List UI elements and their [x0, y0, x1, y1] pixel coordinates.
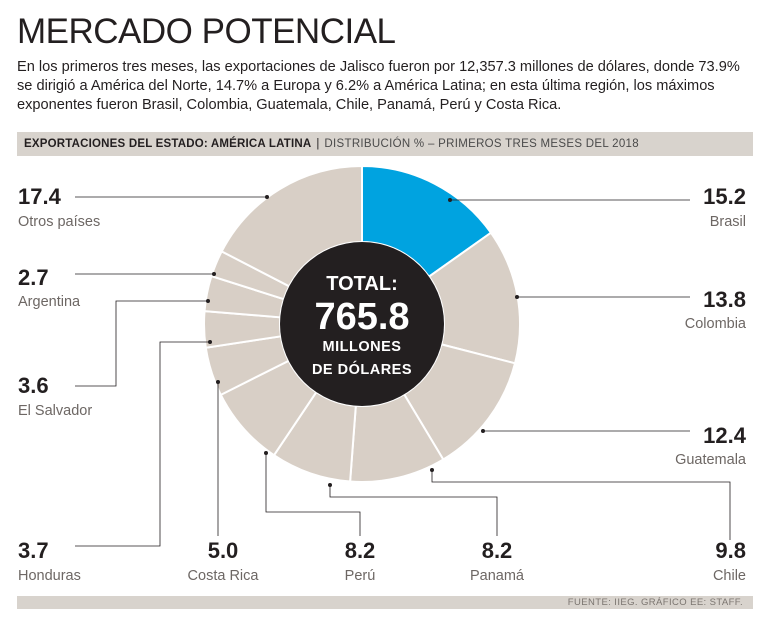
page-title: MERCADO POTENCIAL: [17, 12, 396, 51]
slices-layer: [203, 164, 521, 483]
slice-category-label: Argentina: [18, 294, 81, 310]
leader-line: [329, 485, 498, 536]
source-footer: FUENTE: IIEG. GRÁFICO EE: STAFF.: [17, 596, 753, 609]
slice-category-label: El Salvador: [18, 403, 92, 419]
center-total-unit-line1: MILLONES: [323, 339, 402, 355]
slice-category-label: Brasil: [710, 214, 746, 230]
slice-value-label: 8.2: [345, 538, 376, 563]
chart-title: EXPORTACIONES DEL ESTADO: AMÉRICA LATINA: [24, 138, 312, 150]
slice-labels-layer: 15.2 Brasil 13.8 Colombia 12.4 Guatemala 9.8 Ch…: [18, 184, 747, 584]
slice-category-label: Otros países: [18, 214, 100, 230]
center-total: TOTAL: 765.8 MILLONES DE DÓLARES: [280, 242, 444, 406]
chart-subtitle: DISTRIBUCIÓN % – PRIMEROS TRES MESES DEL…: [324, 138, 639, 150]
slice-value-label: 5.0: [208, 538, 239, 563]
leader-line: [265, 453, 361, 536]
chart-header-bar: EXPORTACIONES DEL ESTADO: AMÉRICA LATINA…: [17, 132, 753, 156]
intro-paragraph: En los primeros tres meses, las exportac…: [17, 59, 740, 113]
slice-category-label: Chile: [713, 568, 746, 584]
leader-lines-layer: [75, 195, 731, 547]
slice-value-label: 3.7: [18, 538, 49, 563]
leader-dot: [430, 468, 434, 472]
leader-dot: [216, 380, 220, 384]
slice-category-label: Perú: [345, 568, 376, 584]
slice-category-label: Honduras: [18, 568, 81, 584]
leader-dot: [212, 272, 216, 276]
leader-dot: [264, 451, 268, 455]
slice-value-label: 8.2: [482, 538, 513, 563]
leader-line: [75, 341, 210, 547]
slice-value-label: 13.8: [703, 287, 746, 312]
slice-category-label: Guatemala: [675, 452, 747, 468]
leader-line: [75, 300, 208, 387]
slice-value-label: 9.8: [715, 538, 746, 563]
slice-value-label: 3.6: [18, 373, 49, 398]
slice-value-label: 12.4: [703, 423, 747, 448]
chart-header-separator: |: [316, 138, 320, 150]
leader-dot: [515, 295, 519, 299]
leader-dot: [481, 429, 485, 433]
center-total-label: TOTAL:: [326, 273, 397, 295]
slice-value-label: 17.4: [18, 184, 62, 209]
slice-category-label: Panamá: [470, 568, 525, 584]
leader-dot: [448, 198, 452, 202]
leader-dot: [208, 340, 212, 344]
leader-line: [431, 470, 731, 540]
center-total-unit-line2: DE DÓLARES: [312, 360, 412, 378]
leader-dot: [265, 195, 269, 199]
center-circle: [280, 242, 444, 406]
leader-dot: [328, 483, 332, 487]
leader-dot: [206, 299, 210, 303]
slice-value-label: 15.2: [703, 184, 746, 209]
slice-value-label: 2.7: [18, 265, 49, 290]
center-total-value: 765.8: [314, 296, 409, 338]
slice-category-label: Colombia: [685, 316, 747, 332]
slice-category-label: Costa Rica: [188, 568, 260, 584]
